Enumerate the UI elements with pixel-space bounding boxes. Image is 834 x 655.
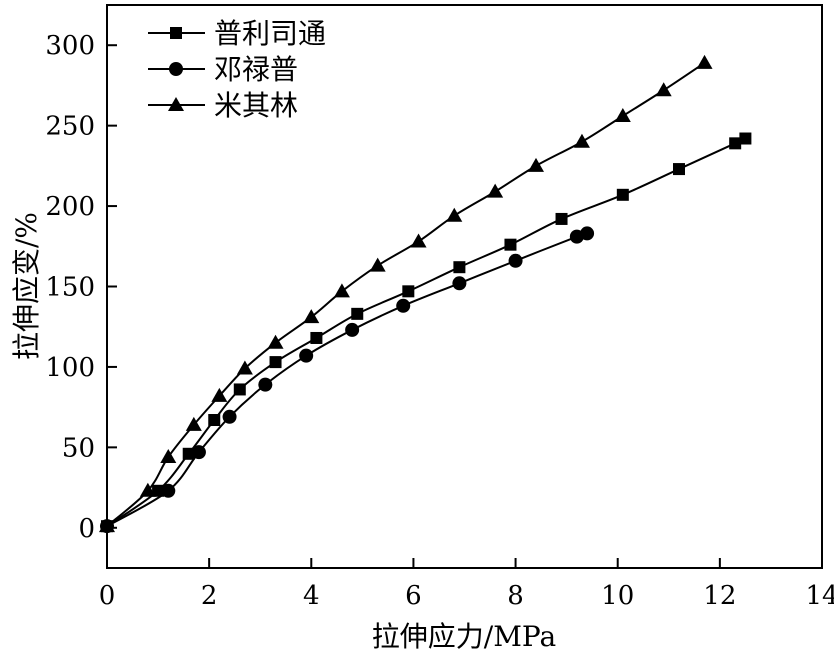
- legend-marker: [169, 62, 183, 76]
- data-point: [236, 360, 253, 375]
- data-point: [152, 484, 165, 497]
- data-point: [573, 133, 590, 148]
- legend-label: 邓禄普: [214, 53, 298, 86]
- data-point: [739, 132, 752, 145]
- y-tick-label: 150: [45, 273, 95, 303]
- data-point: [487, 183, 504, 198]
- legend-entry: 普利司通: [148, 17, 326, 50]
- data-point: [453, 261, 466, 274]
- data-point: [729, 137, 742, 150]
- data-point: [616, 188, 629, 201]
- data-point: [504, 238, 517, 251]
- data-point: [402, 285, 415, 298]
- series-square: [101, 132, 752, 533]
- data-point: [160, 449, 177, 464]
- legend-marker: [170, 27, 182, 39]
- x-tick-label: 12: [703, 581, 736, 611]
- data-point: [191, 445, 206, 460]
- y-tick-label: 50: [62, 433, 95, 463]
- data-point: [655, 82, 672, 97]
- legend-label: 米其林: [214, 89, 298, 122]
- x-axis-title: 拉伸应力/MPa: [372, 620, 556, 653]
- data-point: [99, 518, 115, 533]
- data-point: [182, 447, 195, 460]
- data-point: [299, 348, 314, 363]
- data-point: [222, 409, 237, 424]
- series-circle: [100, 226, 595, 534]
- series-line: [106, 232, 588, 528]
- data-point: [269, 356, 282, 369]
- x-tick-label: 14: [805, 581, 834, 611]
- legend-label: 普利司通: [214, 17, 326, 50]
- data-point: [614, 107, 631, 122]
- data-point: [508, 253, 523, 268]
- data-point: [233, 383, 246, 396]
- data-point: [528, 157, 544, 172]
- y-axis-title: 拉伸应变/%: [10, 212, 43, 360]
- data-point: [580, 226, 595, 241]
- data-point: [673, 163, 685, 176]
- data-point: [208, 414, 221, 427]
- series-line: [106, 137, 746, 527]
- data-point: [351, 307, 364, 320]
- x-tick-label: 0: [99, 581, 116, 611]
- data-point: [211, 387, 228, 402]
- data-point: [333, 283, 350, 298]
- y-tick-label: 0: [78, 514, 95, 544]
- data-point: [396, 298, 411, 313]
- legend-entry: 邓禄普: [148, 53, 298, 86]
- axis-ticks: 0 2 4 6 8 10 12 14 0 50 100 150 200 250 300: [45, 31, 834, 611]
- data-point: [139, 482, 156, 497]
- data-point: [310, 331, 323, 344]
- y-tick-label: 100: [45, 353, 95, 383]
- data-point: [555, 212, 568, 225]
- x-tick-label: 8: [507, 581, 524, 611]
- series-group: [99, 54, 752, 534]
- data-point: [267, 334, 284, 349]
- x-tick-label: 4: [303, 581, 320, 611]
- data-point: [410, 233, 427, 248]
- data-point: [696, 54, 713, 69]
- y-tick-label: 250: [45, 112, 95, 142]
- legend-entry: 米其林: [148, 89, 298, 122]
- legend-marker: [168, 97, 184, 111]
- x-tick-label: 6: [405, 581, 422, 611]
- x-tick-label: 10: [601, 581, 634, 611]
- data-point: [345, 322, 360, 337]
- data-point: [185, 416, 202, 431]
- data-point: [369, 257, 386, 272]
- series-triangle: [99, 54, 713, 533]
- data-point: [161, 483, 176, 498]
- x-tick-label: 2: [201, 581, 218, 611]
- y-tick-label: 200: [45, 192, 95, 222]
- data-point: [452, 276, 467, 291]
- y-tick-label: 300: [45, 31, 95, 61]
- data-point: [446, 207, 463, 222]
- data-point: [258, 377, 273, 392]
- data-point: [303, 309, 320, 324]
